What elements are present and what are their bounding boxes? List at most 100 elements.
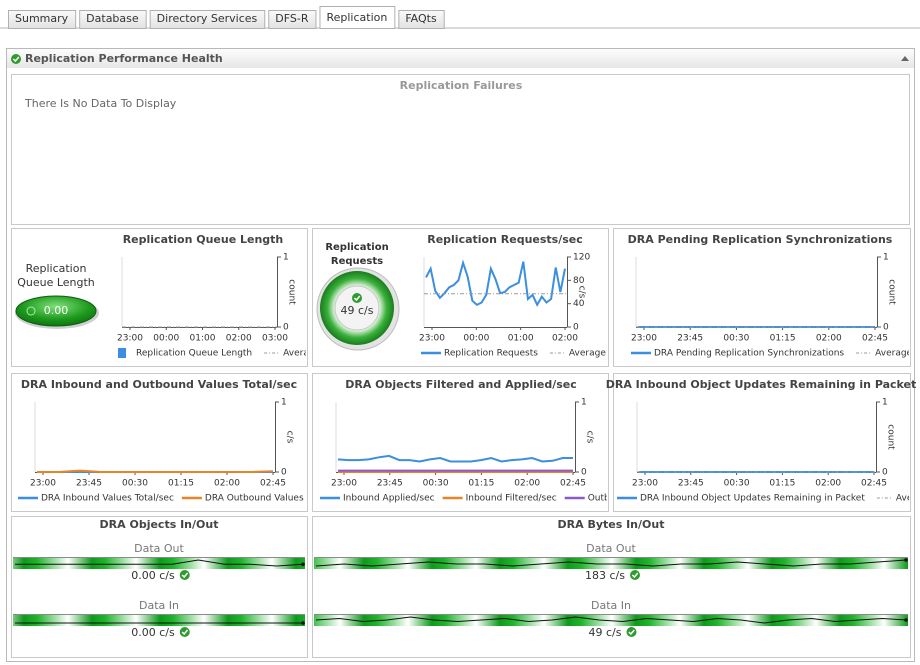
y-tick-label: 0	[281, 468, 287, 478]
panel-header	[7, 49, 914, 68]
status-ok-icon	[352, 293, 362, 303]
x-tick-label: 23:45	[377, 479, 403, 489]
chart-box	[613, 373, 911, 512]
no-data-message: There Is No Data To Display	[24, 97, 177, 110]
legend-label: Average	[896, 494, 920, 504]
x-tick-label: 01:15	[468, 479, 494, 489]
x-tick-label: 00:30	[423, 479, 449, 489]
y-tick-label: 1	[883, 253, 889, 263]
legend-label: Replication Requests	[444, 349, 538, 359]
y-tick-label: 0	[882, 468, 888, 478]
y-tick-label: 0	[883, 323, 889, 333]
tab[interactable]: DFS-R	[268, 10, 317, 29]
tab[interactable]: Replication	[319, 6, 396, 29]
x-tick-label: 23:00	[631, 334, 657, 344]
x-tick-label: 02:00	[816, 334, 842, 344]
legend-label: Outbound F	[588, 494, 641, 504]
flow-box	[312, 516, 911, 658]
legend-label: DRA Inbound Object Updates Remaining in …	[640, 494, 865, 504]
legend-marker	[118, 348, 126, 358]
flow-trend	[15, 559, 304, 567]
tab-background	[149, 10, 266, 29]
failures-box	[11, 74, 910, 225]
x-tick-label: 01:15	[770, 334, 796, 344]
tab-background	[398, 10, 445, 29]
x-tick-label: 02:45	[862, 334, 888, 344]
y-axis-label: count	[887, 279, 897, 305]
series-line	[337, 454, 573, 463]
y-tick-label: 80	[573, 276, 585, 286]
chart-box	[11, 373, 308, 512]
flow-label: Data In	[591, 599, 631, 612]
chart-title: Replication Queue Length	[123, 233, 284, 246]
legend-label: Inbound Filtered/sec	[466, 494, 557, 504]
gauge-title: Requests	[331, 256, 383, 267]
x-tick-label: 02:45	[260, 479, 286, 489]
x-tick-label: 23:45	[76, 479, 102, 489]
status-ok-icon	[179, 570, 190, 580]
y-axis-label: count	[287, 279, 297, 305]
x-tick-label: 01:00	[508, 334, 534, 344]
gauge-led	[26, 306, 36, 316]
legend-label: Replication Queue Length	[136, 349, 252, 359]
tab[interactable]: Database	[79, 10, 147, 29]
chart: DRA Objects Filtered and Applied/sec 0 1 c/…	[320, 378, 641, 504]
y-axis-label: count	[886, 424, 896, 450]
legend-label: Average	[569, 349, 606, 359]
legend: DRA Inbound Object Updates Remaining in …	[617, 494, 920, 504]
x-tick-label: 02:00	[552, 334, 578, 344]
x-tick-label: 00:30	[122, 479, 148, 489]
chart-title: DRA Pending Replication Synchronizations	[628, 233, 893, 246]
x-tick-label: 02:45	[560, 479, 586, 489]
tab-background	[319, 6, 396, 29]
gauge-face	[334, 285, 380, 331]
status-ok-check	[12, 56, 20, 63]
status-ok-icon	[629, 570, 640, 580]
flow-label: Data Out	[134, 542, 184, 555]
flow-box	[11, 516, 308, 658]
x-tick-label: 02:00	[226, 334, 252, 344]
flow-trend	[315, 559, 907, 567]
x-tick-label: 23:00	[419, 334, 445, 344]
chart-title: Replication Requests/sec	[427, 233, 583, 246]
x-tick-label: 01:15	[168, 479, 194, 489]
tab-background	[79, 10, 147, 29]
legend: DRA Inbound Values Total/sec DRA Outbound…	[18, 494, 325, 504]
gauge-title: Replication	[325, 242, 388, 253]
legend-label: DRA Outbound Values Tota	[205, 494, 325, 504]
tab-background	[8, 10, 77, 29]
tab[interactable]: FAQts	[398, 10, 445, 29]
x-tick-label: 01:00	[190, 334, 216, 344]
chart: Replication Queue Length 0 1 count 23:00 00:0…	[117, 233, 306, 359]
tab-background	[268, 10, 317, 29]
x-tick-label: 23:00	[30, 479, 56, 489]
chart-box	[312, 373, 609, 512]
x-tick-label: 03:00	[262, 334, 288, 344]
flow-strip	[13, 557, 305, 569]
flow-value: 0.00 c/s	[131, 626, 175, 639]
gauge-title: Queue Length	[17, 276, 95, 289]
flow-trend-end	[301, 621, 305, 625]
x-tick-label: 01:15	[769, 479, 795, 489]
tab-bar: Summary Database Directory Services DFS-R Re…	[8, 6, 445, 29]
series-line	[425, 259, 566, 308]
tab-label: Summary	[15, 12, 69, 25]
legend-label: DRA Inbound Values Total/sec	[41, 494, 174, 504]
collapse-button[interactable]	[901, 56, 909, 61]
gauge-title: Replication	[26, 262, 87, 275]
tab-label: Replication	[326, 11, 387, 24]
tab[interactable]: Directory Services	[149, 10, 266, 29]
y-axis-label: c/s	[285, 431, 295, 444]
gauge-value: 0.00	[44, 304, 69, 317]
status-ok-check	[181, 629, 189, 636]
x-tick-label: 23:00	[331, 479, 357, 489]
flow-label: Data In	[139, 599, 179, 612]
flow-value: 0.00 c/s	[131, 569, 175, 582]
tab-label: Database	[86, 12, 139, 25]
x-tick-label: 23:00	[632, 479, 658, 489]
tab[interactable]: Summary	[8, 10, 77, 29]
y-tick-label: 1	[283, 253, 289, 263]
y-axis-label: c/s	[577, 286, 587, 299]
flow-strip	[314, 614, 908, 626]
flow-trend-end	[904, 558, 908, 562]
